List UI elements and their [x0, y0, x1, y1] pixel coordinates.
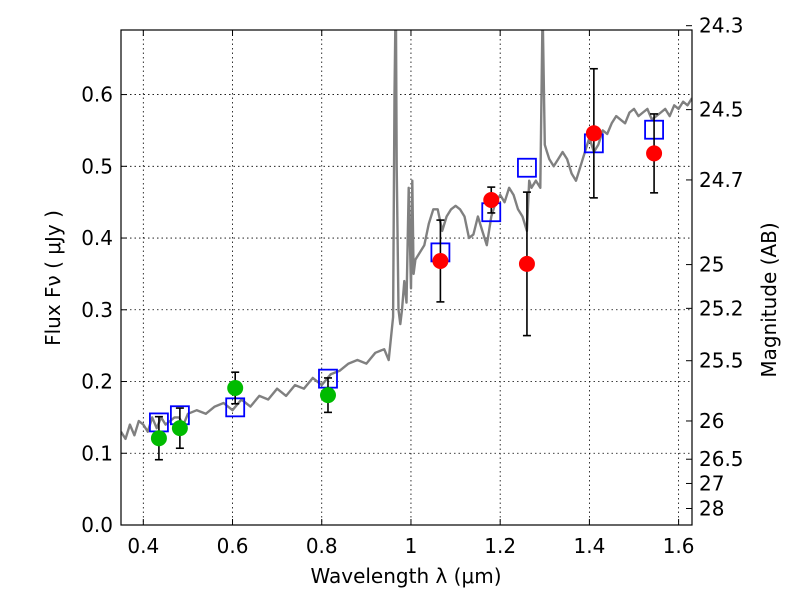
- green-observed-point: [319, 387, 336, 404]
- x-tick-label: 1.2: [484, 534, 516, 558]
- y-tick-label: 0.6: [81, 83, 113, 107]
- red-observed-point: [432, 253, 449, 269]
- grid: [121, 30, 692, 526]
- y-axis-label: Flux Fν ( μJy ): [41, 210, 65, 346]
- x-tick-label: 0.4: [127, 534, 159, 558]
- y2-tick-label: 28: [699, 497, 724, 521]
- y2-tick-label: 26: [699, 409, 724, 433]
- red-observed-point: [518, 255, 535, 272]
- y2-tick-label: 27: [699, 471, 724, 495]
- red-observed-point: [483, 192, 500, 209]
- markers-layer: [149, 67, 664, 461]
- y-tick-label: 0.4: [81, 226, 113, 250]
- x-tick-label: 0.8: [306, 534, 338, 558]
- plot-frame: [120, 29, 693, 526]
- y2-tick-label: 25.2: [699, 296, 744, 320]
- ticks-layer: 0.4 0.6 0.8 1 1.2 1.4 1.6 0.0 0.1 0.2 0.3 0.4 0.5 0.6…: [81, 14, 743, 558]
- y-tick-label: 0.5: [81, 154, 113, 178]
- y2-tick-label: 24.3: [699, 14, 744, 38]
- x-tick-label: 1: [405, 534, 418, 558]
- y-tick-label: 0.3: [81, 298, 113, 322]
- y-tick-label: 0.1: [81, 441, 113, 465]
- green-observed-point: [150, 430, 167, 447]
- y2-tick-label: 24.7: [699, 168, 744, 192]
- green-observed-point: [171, 420, 188, 437]
- model-photometry-square: [517, 157, 537, 178]
- y2-axis-label: Magnitude (AB): [757, 222, 781, 377]
- y2-tick-label: 26.5: [699, 447, 744, 471]
- y2-tick-label: 25.5: [699, 349, 744, 373]
- model-spectrum-layer: [121, 30, 692, 441]
- y2-tick-label: 25: [699, 253, 724, 277]
- y-tick-label: 0.2: [81, 370, 113, 394]
- x-tick-label: 0.6: [217, 534, 249, 558]
- x-tick-label: 1.4: [573, 534, 605, 558]
- model-spectrum-line: [121, 30, 692, 441]
- y2-tick-label: 24.5: [699, 98, 744, 122]
- green-observed-point: [227, 379, 244, 396]
- red-observed-point: [585, 125, 602, 142]
- red-observed-point: [646, 145, 663, 162]
- x-axis-label: Wavelength λ (μm): [310, 564, 501, 588]
- x-tick-label: 1.6: [663, 534, 695, 558]
- y-tick-label: 0.0: [81, 513, 113, 537]
